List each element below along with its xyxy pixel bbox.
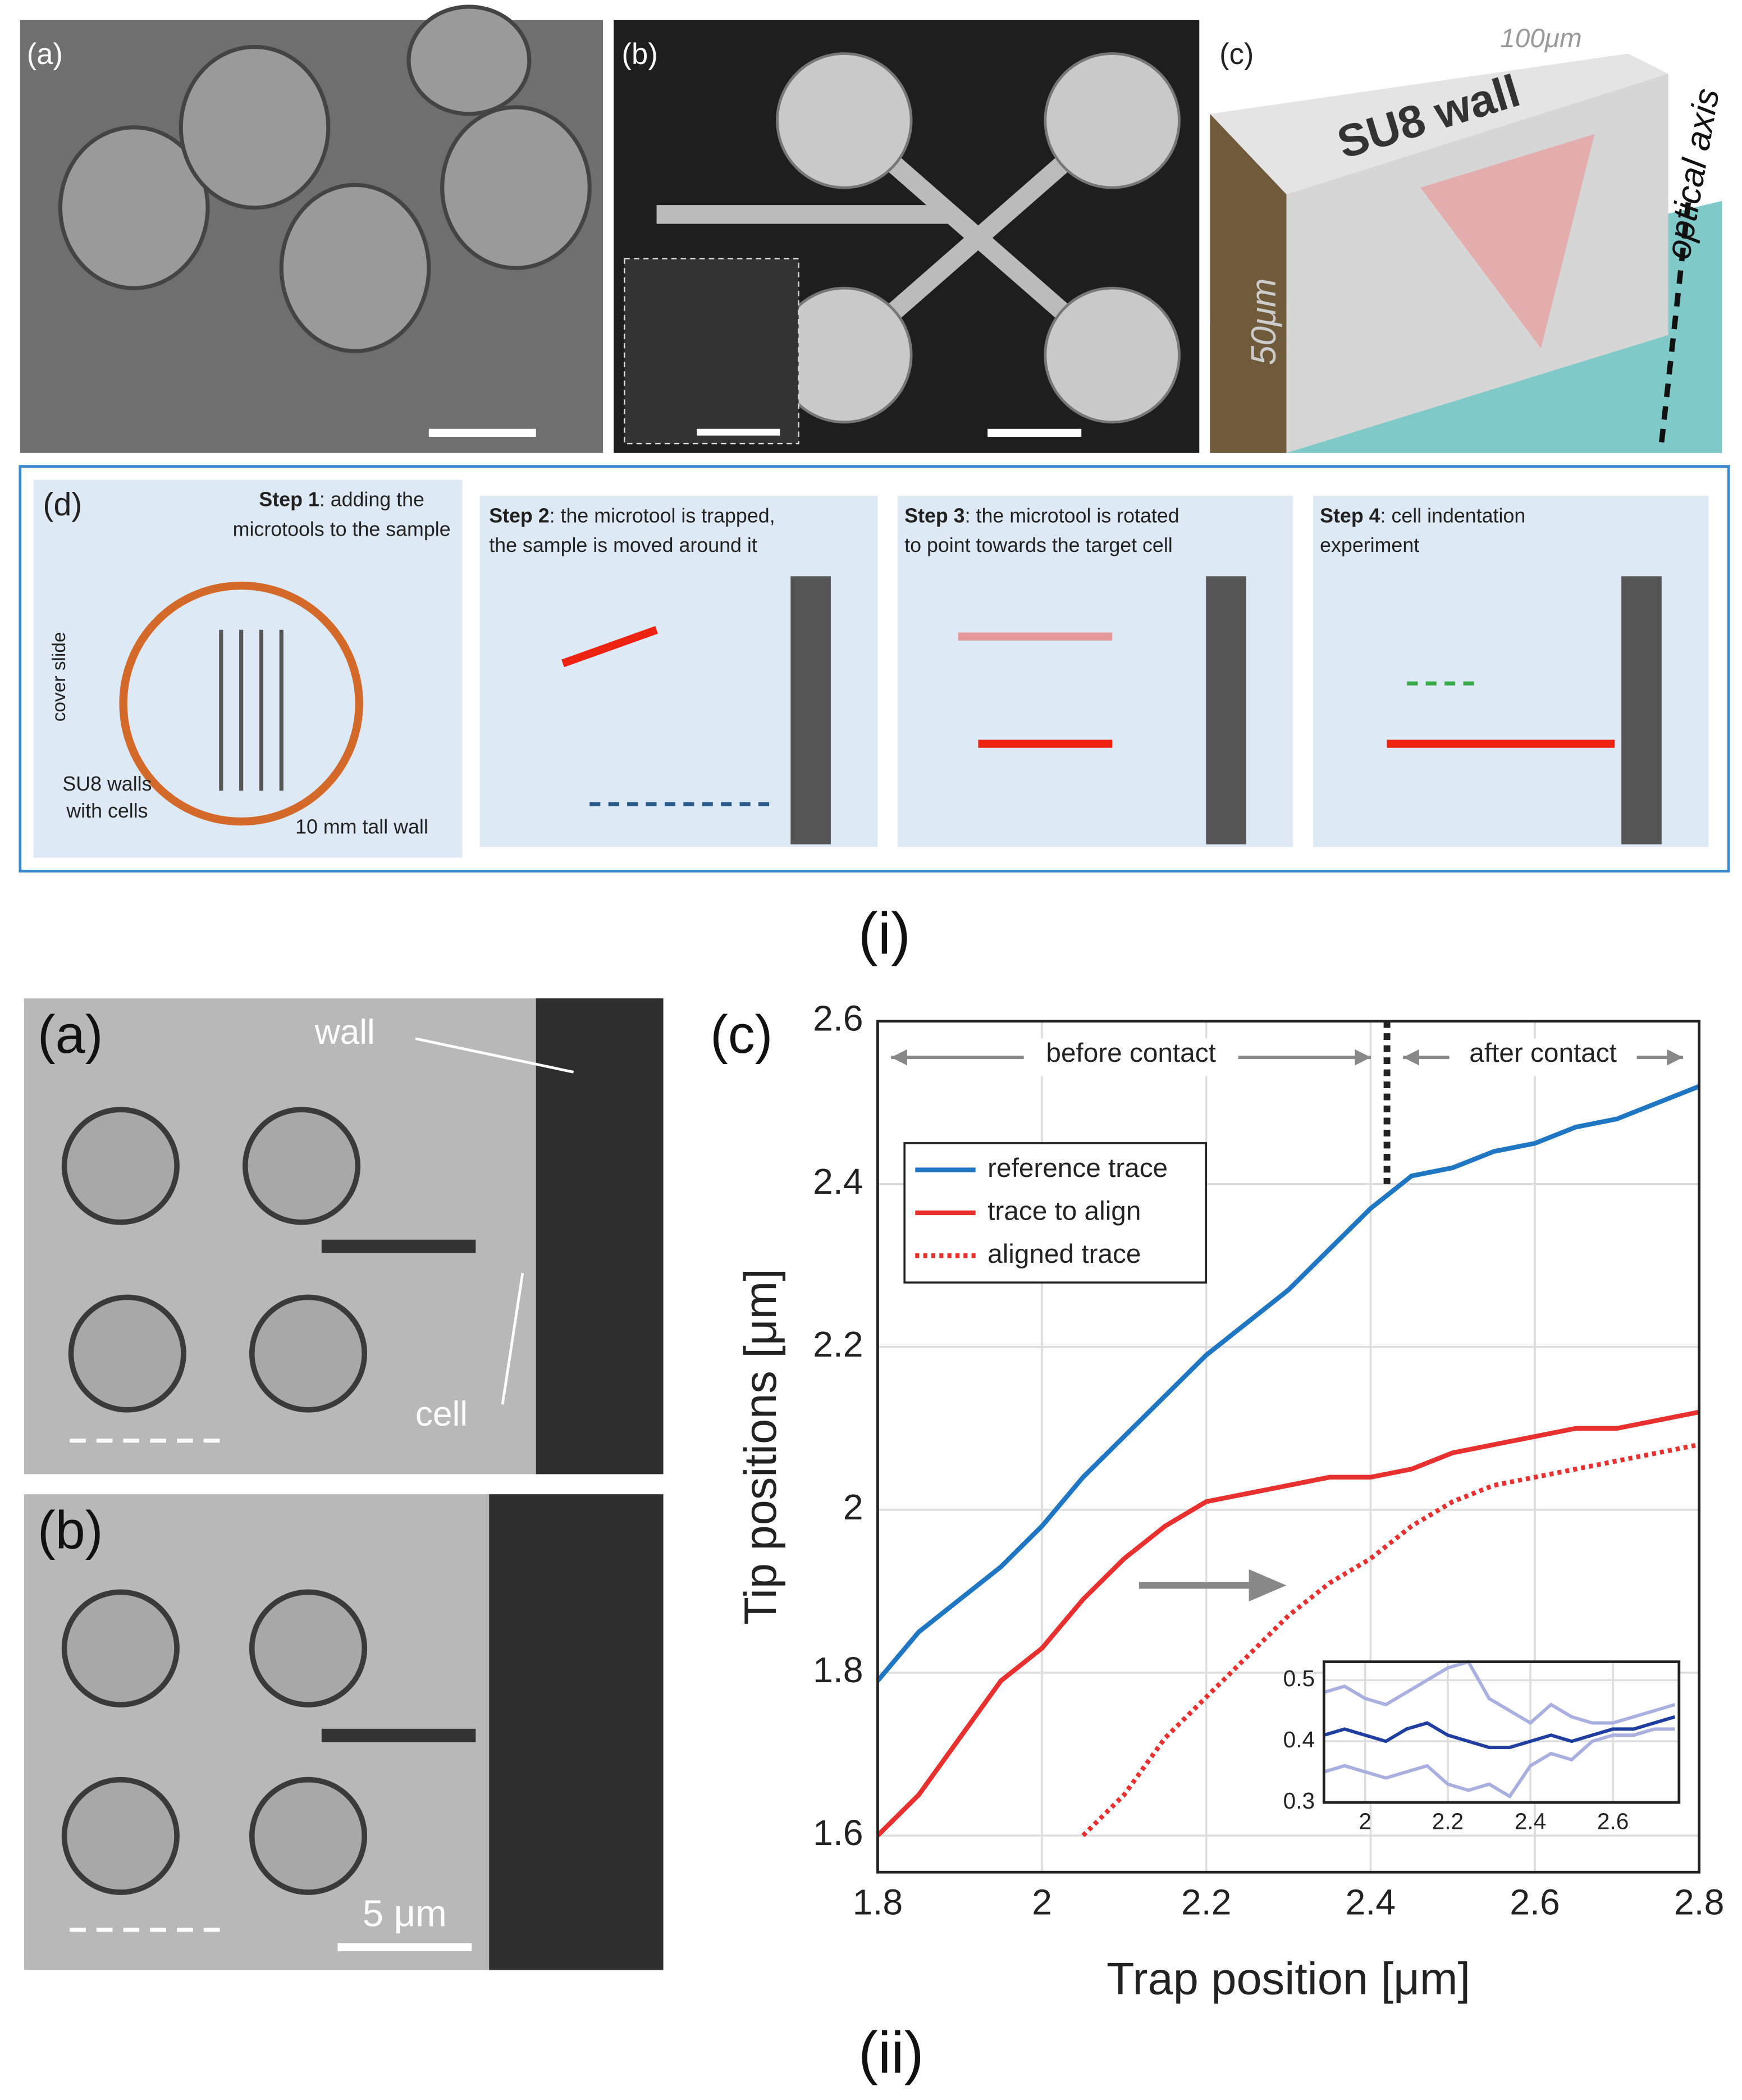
plot-frame bbox=[1322, 1660, 1681, 1804]
wall-top bbox=[1210, 53, 1668, 195]
x-tick-label: 2 bbox=[1359, 1808, 1372, 1834]
walls-label: SU8 walls bbox=[62, 773, 152, 795]
pointer bbox=[501, 1273, 524, 1405]
sem-spheres-b bbox=[776, 52, 1181, 424]
arrow-head bbox=[1249, 1569, 1287, 1602]
panel-label: (a) bbox=[27, 38, 63, 71]
wall-end bbox=[1210, 113, 1287, 453]
panel-label: (c) bbox=[710, 1005, 772, 1065]
target-walls bbox=[790, 576, 1662, 844]
x-tick-label: 2.4 bbox=[1346, 1882, 1396, 1922]
panel-label: (b) bbox=[38, 1501, 103, 1560]
panel-label: (c) bbox=[1219, 38, 1254, 71]
legend-label: trace to align bbox=[987, 1197, 1141, 1226]
series-line bbox=[1323, 1660, 1676, 1725]
panel-label: (b) bbox=[622, 38, 658, 71]
x-tick-label: 2.6 bbox=[1597, 1808, 1629, 1834]
series-line bbox=[876, 1084, 1700, 1683]
microtool-b bbox=[61, 1589, 368, 1895]
step-line: : the microtool is rotated bbox=[965, 505, 1179, 527]
x-tick-label: 2.6 bbox=[1510, 1882, 1560, 1922]
cover-ring bbox=[119, 581, 363, 826]
scale-bar bbox=[337, 1943, 472, 1952]
scale-bar bbox=[428, 428, 536, 437]
series-line bbox=[1323, 1715, 1676, 1750]
step-line: : cell indentation bbox=[1380, 505, 1526, 527]
y-tick-label: 0.3 bbox=[1283, 1788, 1315, 1814]
step-line: : adding the bbox=[319, 489, 424, 511]
step-line: experiment bbox=[1320, 534, 1419, 556]
panel-label: (d) bbox=[43, 486, 82, 522]
pointer bbox=[415, 1037, 574, 1074]
series-line bbox=[876, 1409, 1700, 1837]
y-tick-label: 1.6 bbox=[813, 1813, 863, 1853]
x-tick-label: 2.2 bbox=[1432, 1808, 1464, 1834]
scale-bar bbox=[987, 428, 1082, 437]
walls-label: with cells bbox=[66, 800, 148, 822]
wall-region bbox=[536, 998, 664, 1474]
series-line bbox=[1323, 1727, 1675, 1799]
step-texts: Step 1: adding the microtools to the samp… bbox=[233, 489, 1526, 556]
panel-label: (a) bbox=[38, 1005, 103, 1065]
y-tick-label: 1.8 bbox=[813, 1650, 863, 1690]
step-text: Step 1: adding the bbox=[259, 489, 424, 511]
figure-label: (ii) bbox=[858, 2020, 924, 2085]
annotation: after contact bbox=[1469, 1038, 1617, 1068]
microtool-a bbox=[61, 1107, 368, 1413]
dimension-label: 50μm bbox=[1245, 278, 1283, 365]
figure-i: (a) (b) (c) 100μm SU8 wall optical axis … bbox=[19, 4, 1730, 966]
legend-label: aligned trace bbox=[987, 1239, 1141, 1269]
sem-spheres-a bbox=[58, 4, 592, 353]
step-title: Step 4 bbox=[1320, 505, 1380, 527]
x-tick-label: 2.8 bbox=[1674, 1882, 1725, 1922]
annotation: before contact bbox=[1046, 1038, 1215, 1068]
step-line: the sample is moved around it bbox=[489, 534, 757, 556]
wall-lines bbox=[219, 629, 284, 791]
wall-region bbox=[489, 1494, 664, 1970]
y-tick-label: 0.5 bbox=[1283, 1665, 1315, 1691]
step-title: Step 3 bbox=[904, 505, 964, 527]
series-line bbox=[1081, 1442, 1700, 1837]
y-axis-label: Tip positions [μm] bbox=[735, 1268, 786, 1624]
y-tick-label: 2 bbox=[843, 1487, 863, 1527]
x-tick-label: 2 bbox=[1032, 1882, 1052, 1922]
scale-bar bbox=[697, 428, 780, 436]
x-axis-label: Trap position [μm] bbox=[1107, 1953, 1470, 2004]
plot-area bbox=[1324, 1661, 1679, 1803]
step-text: Step 4: cell indentation bbox=[1320, 505, 1525, 527]
x-tick-label: 1.8 bbox=[853, 1882, 903, 1922]
beam bbox=[1420, 134, 1595, 349]
x-tick-label: 2.4 bbox=[1515, 1808, 1546, 1834]
microtools bbox=[561, 626, 1615, 748]
figure-ii: (a) wall cell (b) 5 μm (c) 1.8 2 2.2 2.4 2.6… bbox=[24, 998, 1724, 2085]
figure-label: (i) bbox=[858, 901, 911, 966]
step-line: : the microtool is trapped, bbox=[550, 505, 775, 527]
cell-label: cell bbox=[415, 1395, 468, 1434]
label-bg bbox=[1023, 1038, 1238, 1076]
y-tick-label: 2.6 bbox=[813, 998, 863, 1039]
wall-label: wall bbox=[314, 1013, 375, 1052]
step-line: microtools to the sample bbox=[233, 518, 451, 541]
dimension-label: 100μm bbox=[1500, 24, 1582, 53]
scale-label: 5 μm bbox=[363, 1893, 447, 1935]
inset-image bbox=[624, 258, 799, 445]
y-tick-label: 2.2 bbox=[813, 1324, 863, 1364]
step-text: Step 3: the microtool is rotated bbox=[904, 505, 1179, 527]
x-tick-label: 2.2 bbox=[1181, 1882, 1232, 1922]
plot-frame bbox=[876, 1020, 1701, 1874]
optical-axis-line bbox=[1659, 200, 1691, 443]
legend-label: reference trace bbox=[987, 1153, 1168, 1183]
label-bg bbox=[1449, 1038, 1637, 1076]
y-tick-label: 0.4 bbox=[1283, 1727, 1315, 1752]
step-title: Step 2 bbox=[489, 505, 549, 527]
step-line: to point towards the target cell bbox=[904, 534, 1173, 556]
step-title: Step 1 bbox=[259, 489, 319, 511]
cover-label: cover slide bbox=[49, 632, 70, 722]
step-text: Step 2: the microtool is trapped, bbox=[489, 505, 775, 527]
wall-side bbox=[1286, 74, 1668, 453]
y-tick-label: 2.4 bbox=[813, 1161, 863, 1202]
tall-wall-label: 10 mm tall wall bbox=[295, 815, 428, 838]
line-chart: 1.8 2 2.2 2.4 2.6 2.8 1.6 1.8 2 2.2 2.4 2.6 Trap pos… bbox=[735, 998, 1724, 2005]
